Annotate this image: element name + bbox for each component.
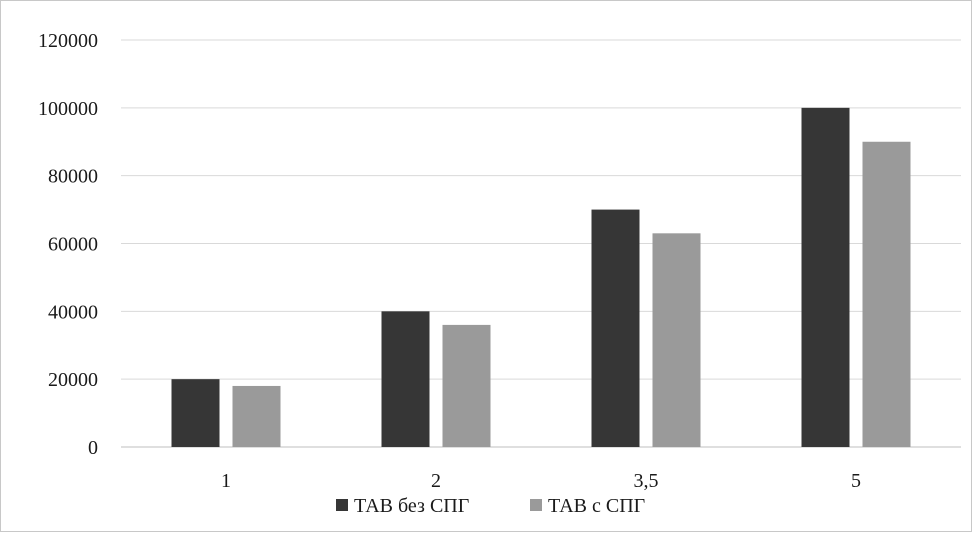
bar-series-2-cat-2 [442,324,491,447]
bar-series-2-cat-3 [652,233,701,447]
legend-label-1: ТАВ без СПГ [354,495,469,517]
legend-label-2: ТАВ с СПГ [548,495,645,517]
x-tick-label: 1 [221,470,231,492]
legend-swatch-2 [530,499,542,511]
x-tick-label: 2 [431,470,441,492]
y-tick-label: 40000 [48,301,98,323]
y-tick-label: 0 [88,437,98,459]
y-tick-label: 60000 [48,234,98,256]
bar-series-1-cat-2 [381,311,430,447]
bar-series-2-cat-1 [232,385,281,447]
bar-series-1-cat-4 [801,107,850,447]
y-tick-label: 120000 [38,30,98,52]
bar-series-2-cat-4 [862,141,911,447]
x-tick-label: 3,5 [634,470,659,492]
y-tick-label: 20000 [48,369,98,391]
legend-swatch-1 [336,499,348,511]
bar-series-1-cat-1 [171,379,220,447]
x-tick-label: 5 [851,470,861,492]
y-tick-label: 100000 [38,98,98,120]
bar-series-1-cat-3 [591,209,640,447]
y-tick-label: 80000 [48,166,98,188]
